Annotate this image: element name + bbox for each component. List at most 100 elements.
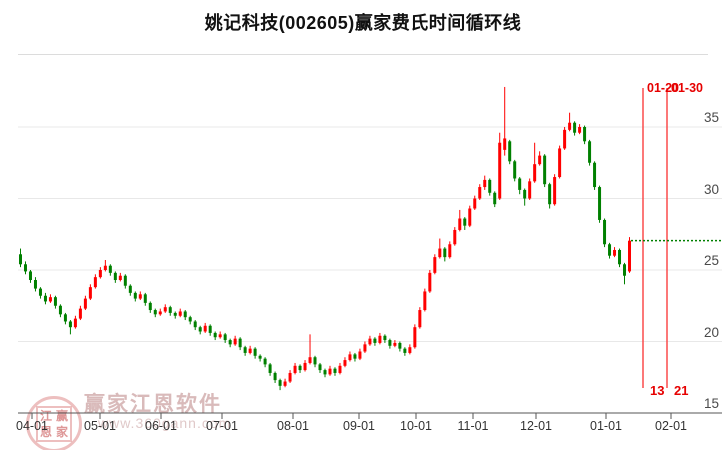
candle-body xyxy=(103,265,107,270)
candle-body xyxy=(358,351,362,359)
candle-body xyxy=(93,277,97,288)
candle-body xyxy=(193,321,197,328)
candle-body xyxy=(363,344,367,352)
candle-body xyxy=(588,141,592,163)
candle-body xyxy=(113,272,117,281)
candle-body xyxy=(513,161,517,179)
seal-char: 家 xyxy=(55,425,68,439)
candle-body xyxy=(138,294,142,299)
candle-body xyxy=(458,218,462,230)
candle-body xyxy=(438,248,442,258)
candle-body xyxy=(538,155,542,165)
candle-body xyxy=(33,280,37,289)
title-separator xyxy=(18,54,708,55)
candle-body xyxy=(168,307,172,313)
candle-body xyxy=(423,291,427,311)
candle-body xyxy=(603,219,607,245)
candle-body xyxy=(283,381,287,386)
candle-body xyxy=(528,181,532,199)
candle-body xyxy=(273,372,277,381)
candle-body xyxy=(628,240,632,272)
candle-body xyxy=(413,327,417,348)
candle-body xyxy=(258,355,262,359)
candle-body xyxy=(408,347,412,353)
candle-body xyxy=(533,164,537,182)
candle-body xyxy=(568,122,572,130)
candle-body xyxy=(128,285,132,293)
candle-body xyxy=(83,298,87,309)
candle-body xyxy=(388,340,392,346)
candle-body xyxy=(618,249,622,265)
candle-body xyxy=(208,325,212,333)
candle-body xyxy=(483,179,487,188)
candle-body xyxy=(433,257,437,273)
candle-body xyxy=(303,362,307,371)
candle-body xyxy=(328,368,332,375)
candle-body xyxy=(543,155,547,185)
candle-body xyxy=(223,334,227,341)
candle-body xyxy=(428,272,432,292)
candle-body xyxy=(63,314,67,322)
candle-body xyxy=(553,177,557,205)
candle-body xyxy=(118,275,122,281)
candle-body xyxy=(593,162,597,188)
candle-body xyxy=(548,184,552,205)
candle-body xyxy=(278,380,282,386)
candle-body xyxy=(418,310,422,328)
candle-body xyxy=(43,295,47,302)
candle-body xyxy=(393,342,397,346)
candle-body xyxy=(333,368,337,373)
chart-title: 姚记科技(002605)赢家费氏时间循环线 xyxy=(204,13,522,33)
candle-body xyxy=(348,354,352,361)
candle-body xyxy=(78,308,82,319)
candle-body xyxy=(573,122,577,133)
candle-body xyxy=(478,187,482,199)
candle-body xyxy=(248,348,252,353)
candle-body xyxy=(493,192,497,205)
seal-char: 恩 xyxy=(39,425,52,439)
candle-body xyxy=(58,305,62,315)
candle-body xyxy=(38,288,42,296)
candle-body xyxy=(368,338,372,345)
candle-body xyxy=(293,365,297,373)
candle-body xyxy=(318,364,322,371)
candle-body xyxy=(578,127,582,133)
candle-body xyxy=(148,302,152,311)
candle-body xyxy=(473,198,477,209)
candle-body xyxy=(188,317,192,322)
candle-body xyxy=(143,294,147,303)
candle-body xyxy=(173,312,177,316)
candle-body xyxy=(608,244,612,256)
candle-body xyxy=(153,310,157,315)
candle-body xyxy=(218,334,222,338)
candle-body xyxy=(243,347,247,353)
candle-body xyxy=(453,229,457,245)
candle-body xyxy=(373,338,377,343)
candle-body xyxy=(313,357,317,365)
candle-body xyxy=(133,292,137,299)
candle-body xyxy=(298,365,302,371)
candle-body xyxy=(488,179,492,193)
candle-body xyxy=(353,354,357,359)
candle-body xyxy=(198,327,202,332)
candle-body xyxy=(73,318,77,328)
candle-body xyxy=(383,335,387,341)
candle-body xyxy=(583,127,587,142)
watermark-url-text: www.360gann.com xyxy=(98,415,232,431)
candle-body xyxy=(98,270,102,278)
candle-body xyxy=(343,360,347,366)
candle-body xyxy=(178,311,182,316)
candle-body xyxy=(203,325,207,332)
candle-body xyxy=(213,332,217,338)
candle-body xyxy=(398,342,402,349)
candle-body xyxy=(238,338,242,348)
candle-body xyxy=(233,338,237,345)
candle-body xyxy=(498,142,502,199)
candle-body xyxy=(253,348,257,356)
candle-body xyxy=(28,271,32,281)
candle-body xyxy=(613,249,617,256)
candle-body xyxy=(508,141,512,162)
candle-body xyxy=(563,129,567,149)
